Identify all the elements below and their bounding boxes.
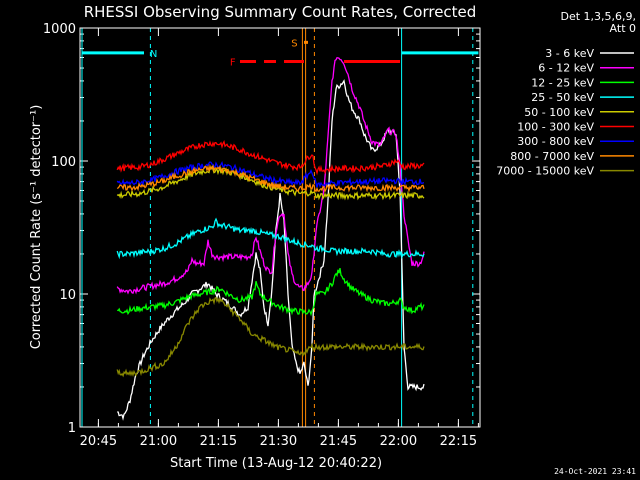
- series-line-3: [116, 217, 425, 260]
- series-line-2: [117, 267, 425, 317]
- series-line-0: [117, 79, 425, 421]
- chart-title: RHESSI Observing Summary Count Rates, Co…: [84, 3, 477, 21]
- legend-label-3: 25 - 50 keV: [531, 91, 594, 104]
- legend-label-8: 7000 - 15000 keV: [496, 165, 594, 178]
- legend-label-4: 50 - 100 keV: [524, 106, 594, 119]
- plot-frame: [79, 27, 481, 428]
- legend-header-0: Det 1,3,5,6,9,: [560, 10, 636, 23]
- x-axis-label: Start Time (13-Aug-12 20:40:22): [170, 456, 382, 471]
- y-tick-label-0: 1: [68, 421, 76, 436]
- legend-label-7: 800 - 7000 keV: [510, 150, 594, 163]
- x-tick-label-2: 21:15: [200, 434, 237, 449]
- flag-label-3: S: [291, 38, 297, 49]
- flag-bars: N F S: [82, 38, 479, 68]
- x-tick-label-6: 22:15: [440, 434, 477, 449]
- y-tick-label-1: 10: [59, 288, 76, 303]
- axis-ticks: 20:45 21:00 21:15 21:30 21:45 22:00 22:15 1 10 10…: [43, 22, 480, 449]
- x-tick-label-5: 22:00: [380, 434, 417, 449]
- legend-label-2: 12 - 25 keV: [531, 76, 594, 89]
- y-axis-label: Corrected Count Rate (s⁻¹ detector⁻¹): [29, 105, 44, 350]
- x-tick-label-1: 21:00: [140, 434, 177, 449]
- y-tick-label-2: 100: [51, 155, 76, 170]
- legend-label-0: 3 - 6 keV: [545, 47, 594, 60]
- flag-label-2: F: [230, 57, 236, 68]
- series-line-7: [116, 163, 425, 194]
- series-line-5: [116, 140, 425, 176]
- legend-label-1: 6 - 12 keV: [538, 62, 594, 75]
- x-tick-label-4: 21:45: [320, 434, 357, 449]
- legend-label-5: 100 - 300 keV: [517, 121, 594, 134]
- x-tick-label-3: 21:30: [260, 434, 297, 449]
- series-line-8: [116, 296, 425, 378]
- legend-label-6: 300 - 800 keV: [517, 135, 594, 148]
- legend-header-1: Att 0: [610, 22, 636, 35]
- y-tick-label-3: 1000: [43, 22, 76, 37]
- series-line-1: [116, 56, 425, 295]
- series-line-4: [116, 165, 425, 201]
- series-line-6: [116, 160, 425, 188]
- flag-label-0: N: [150, 49, 157, 60]
- footer-timestamp: 24-Oct-2021 23:41: [554, 467, 636, 476]
- x-tick-label-0: 20:45: [80, 434, 117, 449]
- data-series: [116, 56, 425, 421]
